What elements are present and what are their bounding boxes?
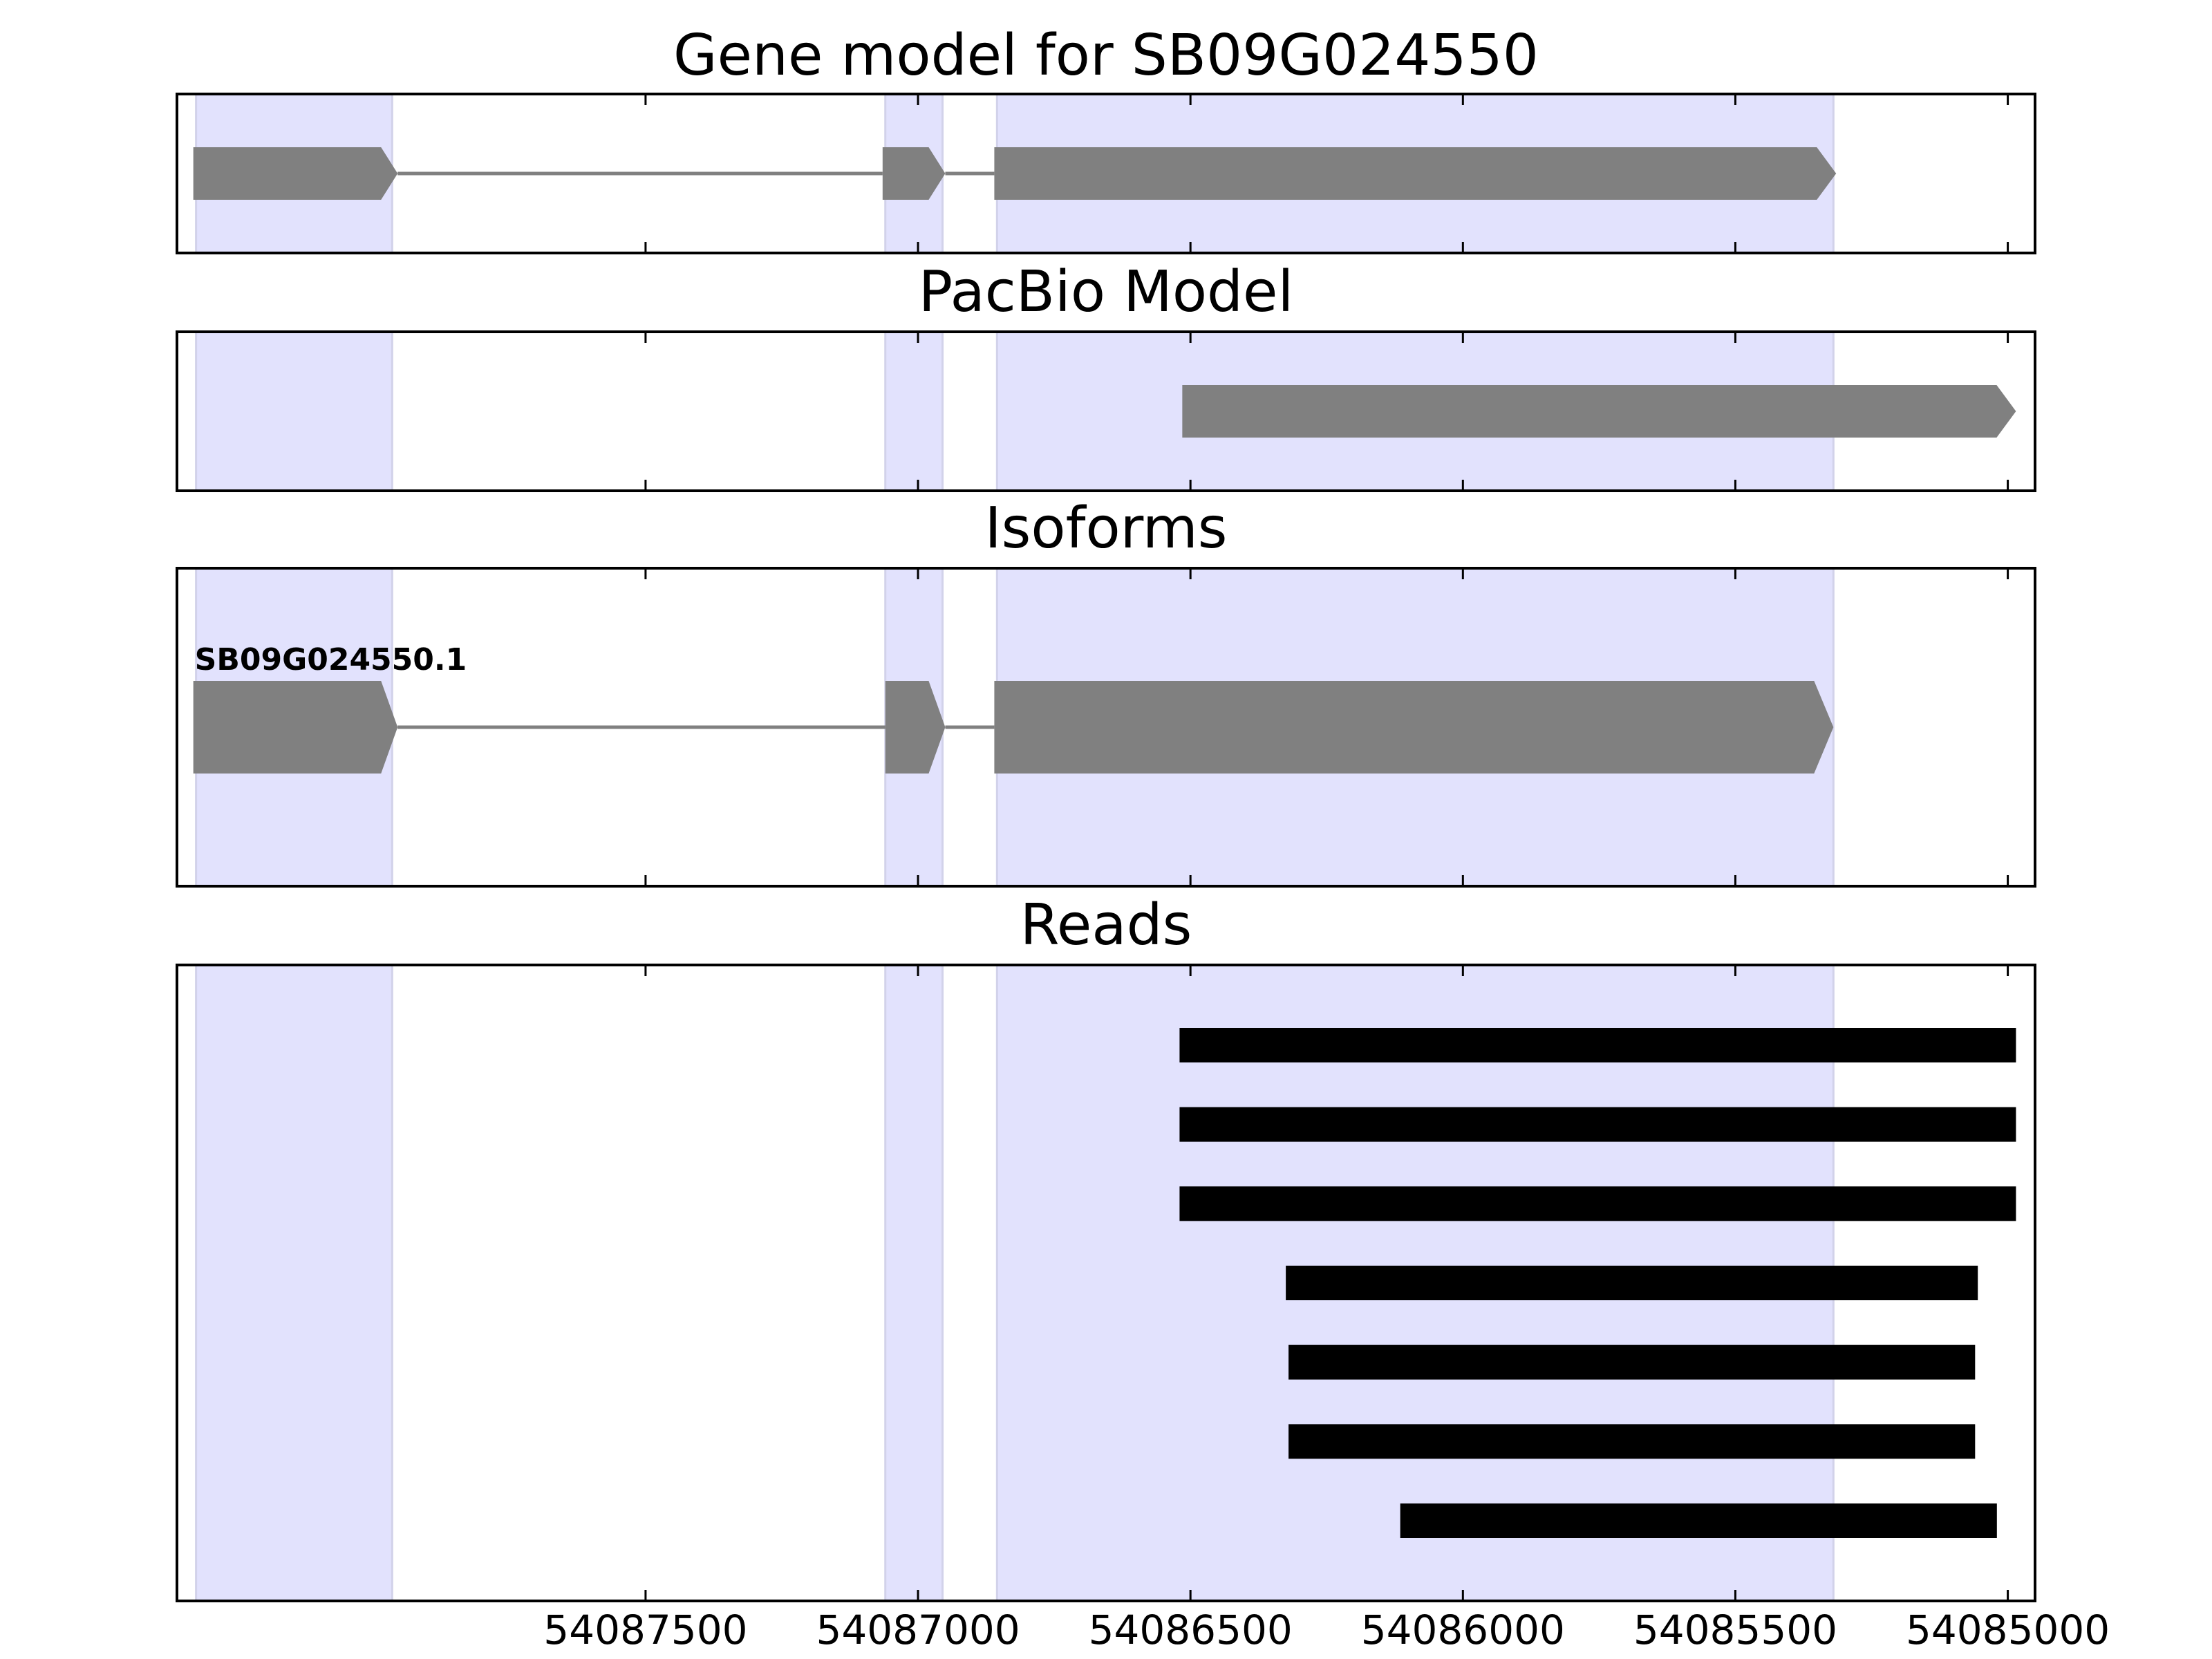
read-bar <box>1400 1503 1997 1538</box>
panel-gene-model: Gene model for SB09G024550 <box>176 23 2036 254</box>
panel-reads: Reads 54087500 54087000 54086500 54086000 54… <box>176 892 2110 1653</box>
x-tick-label: 54085000 <box>1906 1606 2110 1653</box>
x-tick-label: 54087500 <box>543 1606 747 1653</box>
panel-frame <box>176 964 2036 1602</box>
read-bar <box>1179 1186 2016 1221</box>
panel-frame <box>176 567 2036 888</box>
exon-block <box>994 681 1834 774</box>
panel-frame <box>176 330 2036 492</box>
panel-title-pacbio-model: PacBio Model <box>919 259 1294 325</box>
x-tick-label: 54085500 <box>1633 1606 1837 1653</box>
exon-block <box>882 147 946 200</box>
exon-block <box>193 147 398 200</box>
read-bar <box>1288 1424 1976 1459</box>
exon-highlight-band <box>884 330 944 492</box>
x-tick-label: 54086500 <box>1089 1606 1293 1653</box>
panel-frame <box>176 93 2036 254</box>
exon-block <box>994 147 1837 200</box>
panel-isoforms: Isoforms SB09G024550.1 <box>176 496 2036 888</box>
panel-title-reads: Reads <box>1020 892 1192 958</box>
exon-highlight-band <box>195 330 393 492</box>
read-bar <box>1288 1344 1976 1380</box>
read-bar <box>1179 1028 2016 1062</box>
x-tick-label: 54086000 <box>1361 1606 1565 1653</box>
panel-title-isoforms: Isoforms <box>985 496 1228 561</box>
exon-highlight-band <box>884 964 944 1602</box>
x-tick-label: 54087000 <box>816 1606 1020 1653</box>
panel-title-gene-model: Gene model for SB09G024550 <box>673 23 1539 88</box>
exon-block <box>193 681 398 774</box>
exon-block <box>885 681 946 774</box>
read-bar <box>1286 1266 1978 1300</box>
exon-highlight-band <box>195 964 393 1602</box>
isoform-label: SB09G024550.1 <box>195 642 467 677</box>
panel-pacbio-model: PacBio Model <box>176 259 2036 492</box>
read-bar <box>1179 1107 2016 1142</box>
exon-block <box>1182 385 2016 438</box>
